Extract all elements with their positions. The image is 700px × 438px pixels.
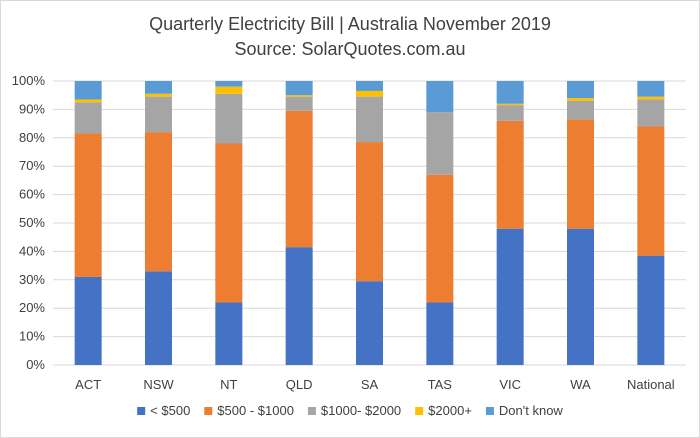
- bar-segment: [567, 81, 594, 99]
- bar-segment: [426, 302, 454, 365]
- y-tick-label: 0%: [26, 357, 45, 372]
- bar-segment: [215, 143, 243, 303]
- bar-segment: [145, 96, 172, 133]
- bar-segment: [145, 132, 172, 272]
- bar-segment: [285, 96, 313, 111]
- bar-segment: [637, 126, 665, 256]
- bar-segment: [356, 142, 383, 282]
- bar-segment: [74, 81, 102, 100]
- x-tick-label: NSW: [143, 377, 174, 392]
- legend-swatch: [485, 407, 494, 415]
- bar-segment: [145, 93, 172, 97]
- y-tick-label: 50%: [19, 215, 45, 230]
- bar-segment: [426, 81, 454, 113]
- bar-segment: [215, 302, 243, 365]
- bar-segment: [637, 81, 665, 97]
- y-tick-label: 100%: [12, 73, 46, 88]
- legend-label: $1000- $2000: [321, 403, 401, 418]
- bar-segments: [74, 81, 665, 365]
- bar-segment: [215, 86, 243, 94]
- chart-title: Quarterly Electricity Bill | Australia N…: [149, 14, 551, 34]
- legend-swatch: [204, 407, 213, 415]
- bar-segment: [637, 96, 665, 100]
- bar-segment: [74, 102, 102, 134]
- bar-segment: [74, 99, 102, 103]
- legend-item: < $500: [137, 403, 190, 418]
- bar-segment: [637, 255, 665, 365]
- bar-segment: [496, 228, 524, 365]
- legend-item: $1000- $2000: [307, 403, 401, 418]
- x-tick-label: TAS: [428, 377, 453, 392]
- bar-segment: [567, 228, 594, 365]
- y-tick-label: 60%: [19, 187, 45, 202]
- x-tick-label: QLD: [286, 377, 313, 392]
- chart-subtitle: Source: SolarQuotes.com.au: [234, 39, 465, 59]
- bar-segment: [356, 90, 383, 97]
- legend-swatch: [137, 407, 146, 415]
- legend-item: Don't know: [485, 403, 564, 418]
- legend-item: $500 - $1000: [204, 403, 294, 418]
- bar-segment: [74, 133, 102, 277]
- bar-segment: [145, 81, 172, 94]
- x-axis-tick-labels: ACT NSW NT QLD SA TAS VIC WA National: [75, 377, 675, 392]
- bar-segment: [285, 95, 313, 97]
- y-tick-label: 10%: [19, 329, 45, 344]
- legend-label: < $500: [150, 403, 190, 418]
- y-tick-label: 70%: [19, 158, 45, 173]
- legend-swatch: [415, 407, 424, 415]
- bar-segment: [285, 110, 313, 248]
- bar-segment: [215, 81, 243, 87]
- bar-segment: [426, 174, 454, 303]
- legend-label: $500 - $1000: [217, 403, 294, 418]
- bar-segment: [215, 93, 243, 144]
- bar-segment: [567, 100, 594, 120]
- y-axis-tick-labels: 0% 10% 20% 30% 40% 50% 60% 70% 80% 90% 100%: [12, 73, 46, 372]
- legend-swatch: [307, 407, 316, 415]
- bar-segment: [356, 81, 383, 91]
- bar-segment: [496, 105, 524, 121]
- y-tick-label: 20%: [19, 300, 45, 315]
- bar-segment: [145, 271, 172, 365]
- legend-label: $2000+: [428, 403, 472, 418]
- x-tick-label: SA: [361, 377, 379, 392]
- y-tick-label: 40%: [19, 243, 45, 258]
- bar-segment: [496, 81, 524, 104]
- x-tick-label: National: [627, 377, 675, 392]
- bar-segment: [637, 99, 665, 127]
- bar-segment: [496, 120, 524, 229]
- bar-segment: [285, 81, 313, 96]
- x-tick-label: NT: [220, 377, 237, 392]
- bar-segment: [567, 119, 594, 229]
- bar-segment: [285, 247, 313, 365]
- bar-segment: [74, 276, 102, 365]
- bar-segment: [356, 281, 383, 365]
- y-tick-label: 80%: [19, 130, 45, 145]
- bar-segment: [356, 96, 383, 143]
- legend-item: $2000+: [415, 403, 472, 418]
- x-tick-label: ACT: [75, 377, 101, 392]
- x-tick-label: WA: [570, 377, 591, 392]
- bar-segment: [567, 98, 594, 101]
- legend-label: Don't know: [499, 403, 564, 418]
- legend: < $500 $500 - $1000 $1000- $2000 $2000+ Don'…: [137, 403, 563, 418]
- y-tick-label: 90%: [19, 101, 45, 116]
- y-tick-label: 30%: [19, 272, 45, 287]
- bar-segment: [426, 112, 454, 175]
- bar-segment: [496, 103, 524, 106]
- x-tick-label: VIC: [499, 377, 521, 392]
